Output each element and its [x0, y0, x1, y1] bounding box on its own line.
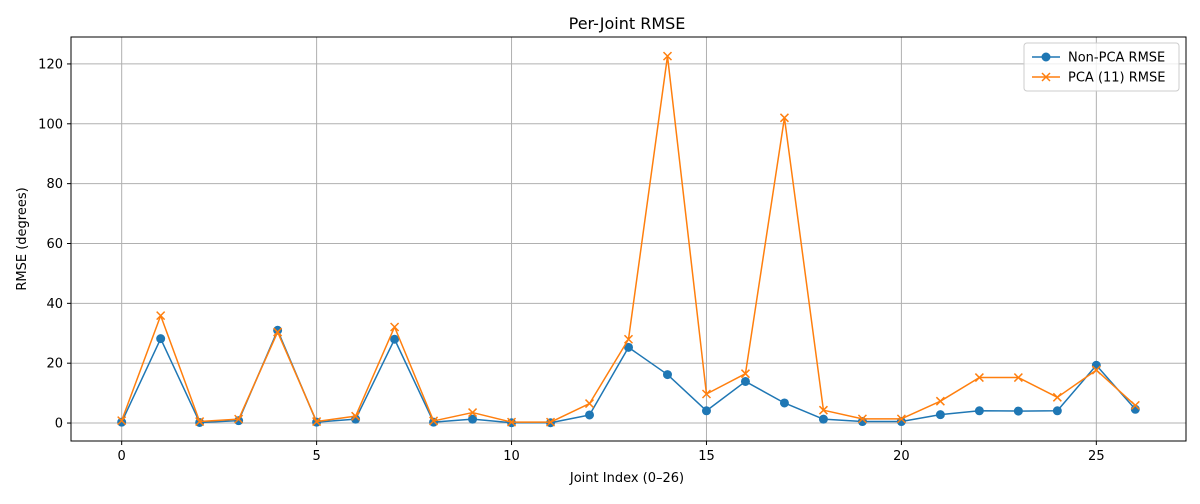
data-point [1130, 404, 1140, 414]
data-point [156, 334, 166, 344]
legend-marker [1041, 52, 1051, 62]
y-axis-label: RMSE (degrees) [15, 187, 30, 290]
legend-entry: PCA (11) RMSE [1032, 71, 1165, 86]
legend-entry: Non-PCA RMSE [1032, 51, 1165, 66]
data-point [662, 51, 673, 61]
data-point [779, 113, 789, 123]
data-point [390, 322, 400, 332]
series-non-pca-rmse [117, 325, 1140, 428]
data-point [468, 408, 478, 418]
data-point [1130, 400, 1140, 410]
y-tick-label: 80 [46, 177, 63, 192]
x-tick-label: 25 [1088, 449, 1105, 464]
data-point [273, 327, 283, 337]
legend-label: Non-PCA RMSE [1068, 51, 1165, 66]
data-point [701, 389, 712, 399]
data-point [974, 373, 984, 383]
legend-marker [1041, 72, 1051, 82]
data-point [818, 405, 828, 415]
data-point [585, 410, 595, 420]
legend-box [1023, 42, 1180, 92]
data-point [935, 410, 945, 420]
data-point [935, 396, 945, 406]
data-point [390, 334, 400, 344]
x-axis-label: Joint Index (0–26) [569, 471, 684, 486]
data-point [896, 414, 906, 424]
data-point [117, 416, 127, 426]
data-point [195, 417, 205, 427]
data-point [507, 417, 517, 427]
data-point [1013, 406, 1023, 416]
data-point [234, 414, 244, 424]
data-point [623, 334, 634, 344]
y-tick-label: 0 [55, 417, 63, 432]
data-point [273, 325, 283, 335]
data-point [545, 417, 556, 427]
series-group [117, 51, 1140, 428]
x-tick-label: 5 [312, 449, 320, 464]
data-point [701, 406, 711, 416]
x-tick-label: 20 [893, 449, 910, 464]
x-tick-label: 10 [503, 449, 520, 464]
data-point [117, 417, 127, 427]
legend: Non-PCA RMSE PCA (11) RMSE [1023, 42, 1180, 92]
data-point [740, 369, 750, 379]
data-point [1052, 406, 1062, 416]
data-point [779, 398, 789, 408]
x-tick-label: 15 [698, 449, 715, 464]
data-point [429, 416, 439, 426]
data-point [1091, 365, 1101, 375]
data-point [1052, 392, 1062, 402]
series-line [120, 55, 1136, 423]
data-point [156, 311, 166, 321]
data-point [468, 414, 478, 424]
chart-title: Per-Joint RMSE [569, 14, 686, 33]
legend-label: PCA (11) RMSE [1068, 71, 1165, 86]
data-point [351, 411, 361, 421]
y-tick-label: 60 [46, 237, 63, 252]
data-point [857, 414, 867, 424]
data-point [624, 342, 633, 352]
data-point [818, 414, 828, 424]
data-point [312, 417, 322, 427]
data-point [974, 406, 984, 416]
data-point [584, 399, 595, 409]
plot-frame [70, 36, 1187, 442]
data-point [740, 376, 750, 386]
series-pca-11-rmse [117, 51, 1140, 427]
y-tick-label: 100 [38, 117, 63, 132]
grid [71, 37, 1186, 441]
axis-ticks: 0 5 10 15 20 25 0 20 40 60 80 100 120 [38, 57, 1104, 464]
y-tick-label: 20 [46, 357, 63, 372]
x-tick-label: 0 [118, 449, 126, 464]
y-tick-label: 40 [46, 297, 63, 312]
data-point [662, 370, 672, 380]
data-point [1013, 373, 1023, 383]
y-tick-label: 120 [38, 57, 63, 72]
